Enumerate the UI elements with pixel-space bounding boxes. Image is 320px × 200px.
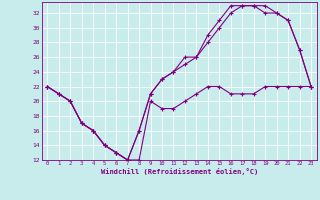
X-axis label: Windchill (Refroidissement éolien,°C): Windchill (Refroidissement éolien,°C): [100, 168, 258, 175]
